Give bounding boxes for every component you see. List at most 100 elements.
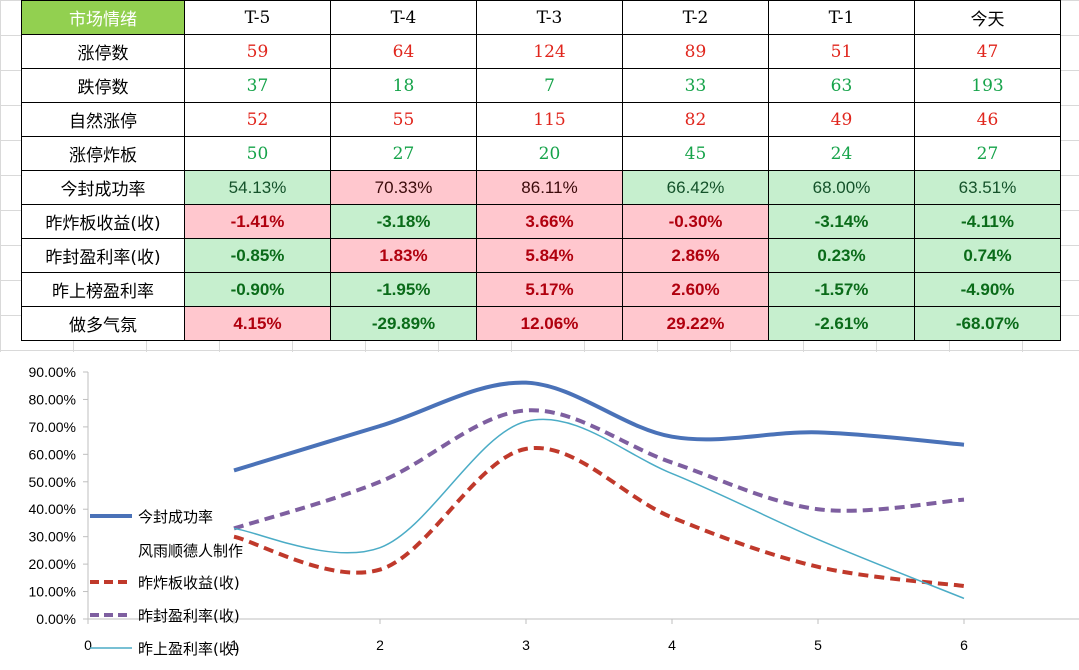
- table-cell[interactable]: -0.90%: [184, 272, 331, 307]
- table-cell[interactable]: 3.66%: [476, 204, 623, 239]
- table-cell[interactable]: 55: [330, 102, 477, 137]
- row-label[interactable]: 自然涨停: [21, 102, 185, 137]
- table-cell[interactable]: 115: [476, 102, 623, 137]
- table-cell[interactable]: 7: [476, 68, 623, 103]
- table-cell[interactable]: 68.00%: [768, 170, 915, 205]
- table-cell[interactable]: 2.86%: [622, 238, 769, 273]
- y-tick-label: 10.00%: [29, 584, 76, 600]
- table-row: 跌停数 37 18 7 33 63 193: [21, 68, 1061, 103]
- table-cell[interactable]: 33: [622, 68, 769, 103]
- table-cell[interactable]: 82: [622, 102, 769, 137]
- y-tick-label: 60.00%: [29, 446, 76, 462]
- table-header-row: 市场情绪 T-5 T-4 T-3 T-2 T-1 今天: [21, 0, 1061, 35]
- table-cell[interactable]: -1.41%: [184, 204, 331, 239]
- table-cell[interactable]: -4.90%: [914, 272, 1061, 307]
- y-tick-label: 80.00%: [29, 391, 76, 407]
- market-sentiment-table: 市场情绪 T-5 T-4 T-3 T-2 T-1 今天 涨停数 59 64 124 89 51 47 跌停数…: [21, 0, 1061, 341]
- x-tick-label: 0: [84, 637, 92, 653]
- table-cell[interactable]: -0.30%: [622, 204, 769, 239]
- table-cell[interactable]: 2.60%: [622, 272, 769, 307]
- table-cell[interactable]: 52: [184, 102, 331, 137]
- legend-label: 今封成功率: [138, 508, 213, 526]
- table-cell[interactable]: 50: [184, 136, 331, 171]
- legend-label: 昨封盈利率(收): [138, 607, 240, 625]
- table-cell[interactable]: 5.84%: [476, 238, 623, 273]
- table-cell[interactable]: 5.17%: [476, 272, 623, 307]
- table-cell[interactable]: 29.22%: [622, 306, 769, 341]
- table-cell[interactable]: 0.74%: [914, 238, 1061, 273]
- table-cell[interactable]: 63.51%: [914, 170, 1061, 205]
- column-header[interactable]: 今天: [914, 0, 1061, 35]
- x-tick-label: 4: [668, 637, 676, 653]
- table-cell[interactable]: 12.06%: [476, 306, 623, 341]
- table-row: 涨停炸板 50 27 20 45 24 27: [21, 136, 1061, 171]
- table-cell[interactable]: 20: [476, 136, 623, 171]
- x-tick-label: 3: [522, 637, 530, 653]
- table-cell[interactable]: 63: [768, 68, 915, 103]
- table-row: 涨停数 59 64 124 89 51 47: [21, 34, 1061, 69]
- row-label[interactable]: 做多气氛: [21, 306, 185, 341]
- market-sentiment-line-chart: 0.00% 10.00% 20.00% 30.00% 40.00% 50.00% 60.00…: [29, 364, 1079, 658]
- table-cell[interactable]: 124: [476, 34, 623, 69]
- series-line-1: [233, 445, 965, 589]
- table-cell[interactable]: -3.14%: [768, 204, 915, 239]
- table-cell[interactable]: 49: [768, 102, 915, 137]
- table-cell[interactable]: 27: [914, 136, 1061, 171]
- series-line-3: [233, 418, 965, 600]
- column-header[interactable]: T-5: [184, 0, 331, 35]
- table-cell[interactable]: 86.11%: [476, 170, 623, 205]
- column-header[interactable]: T-4: [330, 0, 477, 35]
- table-cell[interactable]: 59: [184, 34, 331, 69]
- table-cell[interactable]: 193: [914, 68, 1061, 103]
- table-cell[interactable]: -3.18%: [330, 204, 477, 239]
- table-cell[interactable]: 70.33%: [330, 170, 477, 205]
- y-tick-label: 20.00%: [29, 556, 76, 572]
- y-tick-label: 0.00%: [36, 611, 76, 627]
- table-cell[interactable]: 51: [768, 34, 915, 69]
- row-label[interactable]: 今封成功率: [21, 170, 185, 205]
- table-cell[interactable]: -2.61%: [768, 306, 915, 341]
- x-tick-label: 1: [230, 637, 238, 653]
- table-cell[interactable]: -68.07%: [914, 306, 1061, 341]
- y-tick-label: 40.00%: [29, 501, 76, 517]
- column-header[interactable]: T-1: [768, 0, 915, 35]
- row-label[interactable]: 涨停数: [21, 34, 185, 69]
- row-label[interactable]: 昨上榜盈利率: [21, 272, 185, 307]
- table-cell[interactable]: 89: [622, 34, 769, 69]
- column-header[interactable]: T-3: [476, 0, 623, 35]
- table-cell[interactable]: 4.15%: [184, 306, 331, 341]
- table-cell[interactable]: 24: [768, 136, 915, 171]
- y-tick-label: 30.00%: [29, 529, 76, 545]
- table-cell[interactable]: 64: [330, 34, 477, 69]
- row-label[interactable]: 昨封盈利率(收): [21, 238, 185, 273]
- table-cell[interactable]: 18: [330, 68, 477, 103]
- table-cell[interactable]: 27: [330, 136, 477, 171]
- table-cell[interactable]: 47: [914, 34, 1061, 69]
- table-cell[interactable]: 46: [914, 102, 1061, 137]
- row-label[interactable]: 昨炸板收益(收): [21, 204, 185, 239]
- table-cell[interactable]: 1.83%: [330, 238, 477, 273]
- table-cell[interactable]: -1.57%: [768, 272, 915, 307]
- table-cell[interactable]: 45: [622, 136, 769, 171]
- table-row: 昨炸板收益(收) -1.41% -3.18% 3.66% -0.30% -3.14% -4.…: [21, 204, 1061, 239]
- table-row: 昨封盈利率(收) -0.85% 1.83% 5.84% 2.86% 0.23% 0.74%: [21, 238, 1061, 273]
- table-row: 今封成功率 54.13% 70.33% 86.11% 66.42% 68.00% 63.51…: [21, 170, 1061, 205]
- row-label[interactable]: 跌停数: [21, 68, 185, 103]
- x-tick-label: 6: [960, 637, 968, 653]
- chart-annotation: 风雨顺德人制作: [138, 542, 243, 560]
- table-cell[interactable]: -0.85%: [184, 238, 331, 273]
- legend-label: 昨炸板收益(收): [138, 574, 240, 592]
- y-tick-label: 70.00%: [29, 419, 76, 435]
- table-cell[interactable]: 54.13%: [184, 170, 331, 205]
- table-row: 昨上榜盈利率 -0.90% -1.95% 5.17% 2.60% -1.57% -4.90%: [21, 272, 1061, 307]
- table-cell[interactable]: -1.95%: [330, 272, 477, 307]
- row-label[interactable]: 涨停炸板: [21, 136, 185, 171]
- table-cell[interactable]: 37: [184, 68, 331, 103]
- table-cell[interactable]: 0.23%: [768, 238, 915, 273]
- table-cell[interactable]: 66.42%: [622, 170, 769, 205]
- series-line-0: [233, 380, 965, 473]
- corner-cell[interactable]: 市场情绪: [21, 0, 185, 35]
- column-header[interactable]: T-2: [622, 0, 769, 35]
- table-cell[interactable]: -4.11%: [914, 204, 1061, 239]
- table-cell[interactable]: -29.89%: [330, 306, 477, 341]
